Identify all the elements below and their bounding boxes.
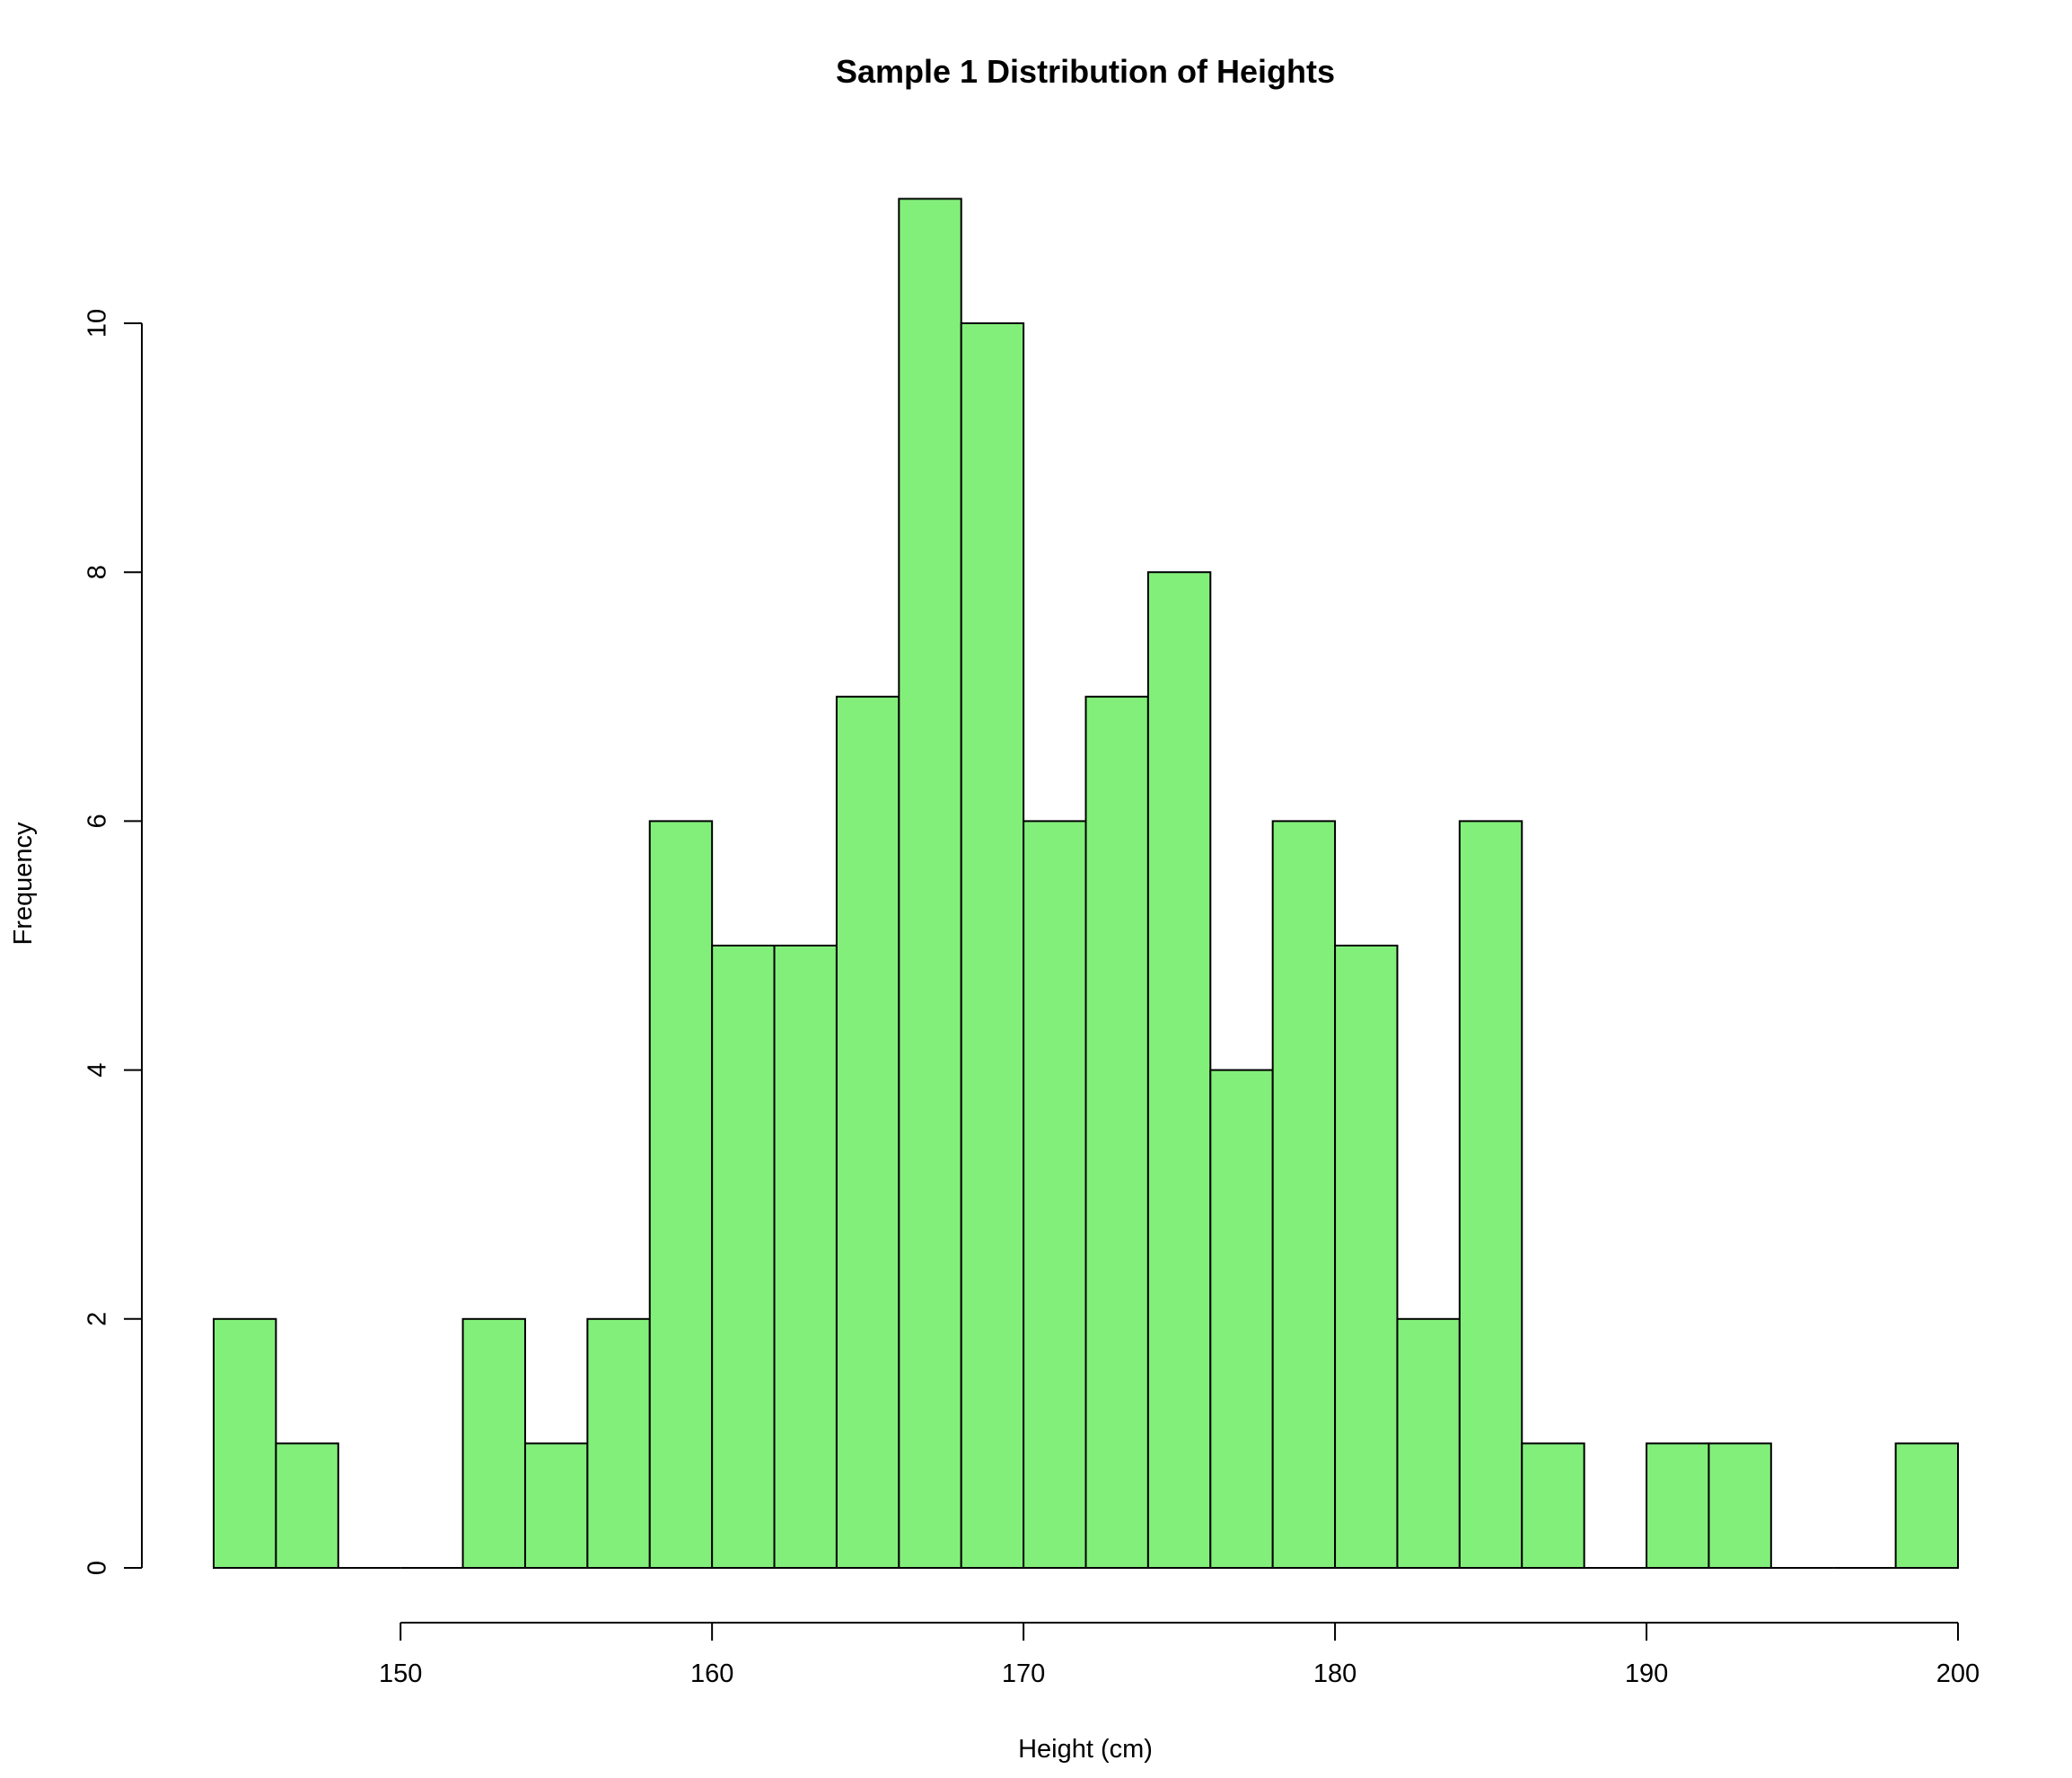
y-tick-label: 2 — [83, 1312, 112, 1326]
x-axis-title: Height (cm) — [1018, 1735, 1153, 1764]
histogram-bar — [711, 945, 776, 1569]
histogram-bar — [1084, 695, 1149, 1569]
histogram-bar — [1146, 571, 1212, 1570]
chart-title: Sample 1 Distribution of Heights — [836, 53, 1335, 90]
histogram-bar — [461, 1317, 526, 1570]
y-axis: 0 2 4 6 8 10 — [83, 309, 143, 1575]
y-tick-label: 6 — [83, 814, 112, 828]
histogram-bar — [1521, 1442, 1585, 1570]
y-tick-label: 4 — [83, 1063, 112, 1078]
x-tick-label: 170 — [1002, 1659, 1045, 1688]
histogram-bar — [1334, 945, 1399, 1569]
bars-group — [213, 198, 1960, 1570]
y-tick-label: 0 — [83, 1561, 112, 1575]
x-tick-label: 200 — [1936, 1659, 1980, 1688]
x-tick-label: 150 — [379, 1659, 422, 1688]
histogram-bar — [898, 198, 962, 1569]
y-tick-label: 8 — [83, 565, 112, 579]
histogram-bar — [1646, 1442, 1710, 1570]
histogram-bar — [1458, 820, 1523, 1569]
histogram-bar — [213, 1317, 277, 1570]
histogram-bar — [1023, 820, 1087, 1569]
x-tick-label: 160 — [690, 1659, 733, 1688]
histogram-bar — [648, 820, 714, 1569]
histogram-bar — [1209, 1069, 1274, 1569]
y-tick-label: 10 — [83, 309, 112, 338]
histogram-bar — [835, 695, 900, 1569]
histogram-bar — [586, 1317, 651, 1570]
y-axis-title: Frequency — [9, 822, 38, 946]
x-tick-label: 190 — [1625, 1659, 1668, 1688]
histogram-bar — [773, 945, 838, 1569]
histogram-bar — [1271, 820, 1337, 1569]
histogram-bar — [1396, 1317, 1461, 1570]
histogram-bar — [960, 322, 1025, 1569]
histogram-bar — [1894, 1442, 1960, 1570]
x-tick-label: 180 — [1313, 1659, 1356, 1688]
histogram-bar — [523, 1442, 589, 1570]
histogram-bar — [275, 1442, 339, 1570]
x-axis: 150 160 170 180 190 200 — [379, 1622, 1980, 1688]
histogram-bar — [1708, 1442, 1772, 1570]
